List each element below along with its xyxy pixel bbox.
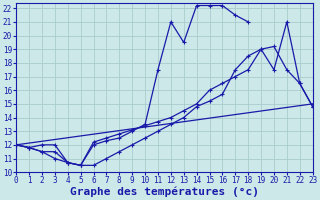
X-axis label: Graphe des températures (°c): Graphe des températures (°c) xyxy=(70,187,259,197)
